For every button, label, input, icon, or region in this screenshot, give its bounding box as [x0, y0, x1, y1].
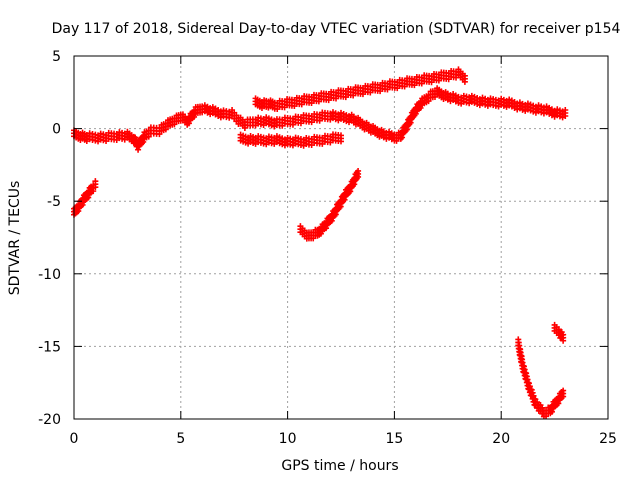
y-tick-label: -5	[47, 194, 61, 210]
data-point	[425, 98, 432, 105]
data-point	[562, 113, 569, 119]
data-point	[79, 201, 86, 208]
x-tick-label: 25	[599, 431, 617, 447]
series-arc-early	[71, 178, 99, 218]
x-tick-label: 15	[385, 431, 403, 447]
data-point	[317, 230, 324, 237]
data-point	[341, 196, 348, 203]
data-point	[75, 208, 82, 215]
x-tick-label: 0	[70, 431, 79, 447]
data-point	[323, 225, 330, 232]
data-point	[548, 408, 555, 415]
y-axis-label: SDTVAR / TECUs	[7, 181, 23, 296]
chart-title: Day 117 of 2018, Sidereal Day-to-day VTE…	[52, 21, 621, 37]
data-point	[560, 337, 567, 344]
data-point	[156, 131, 163, 138]
data-point	[412, 110, 419, 117]
y-tick-label: 5	[52, 49, 61, 65]
ticks	[73, 55, 609, 420]
data-point	[140, 138, 147, 145]
data-point	[90, 188, 97, 195]
series-upper-blip	[252, 66, 468, 113]
data-point	[399, 134, 406, 141]
plot-frame	[73, 55, 609, 420]
series-arc-midday	[297, 167, 362, 242]
data-point	[135, 146, 142, 153]
data-point	[407, 119, 414, 126]
series-arc-late	[515, 336, 567, 420]
data-point	[351, 181, 358, 188]
data-point	[560, 393, 567, 400]
data-point	[85, 194, 92, 201]
data-point	[403, 126, 410, 133]
series-lower-band	[237, 131, 344, 149]
series-short-late-segment	[551, 321, 567, 344]
y-tick-label: -10	[38, 267, 61, 283]
data-point	[92, 184, 99, 191]
y-tick-label: -15	[38, 339, 61, 355]
data-point	[417, 104, 424, 111]
data-point	[555, 400, 562, 407]
data-point	[185, 120, 192, 127]
data-point	[347, 188, 354, 195]
data-point	[461, 78, 468, 85]
data-point	[355, 173, 362, 180]
data-point	[337, 203, 344, 210]
tick-labels: 0 5 10 15 20 25 -20 -15 -10 -5 0 5	[38, 49, 617, 447]
x-tick-label: 20	[492, 431, 510, 447]
x-tick-label: 10	[279, 431, 297, 447]
data-point	[332, 211, 339, 218]
y-tick-label: 0	[52, 122, 61, 138]
x-tick-label: 5	[176, 431, 185, 447]
data-point	[191, 113, 198, 120]
data-points	[71, 66, 569, 420]
y-tick-label: -20	[38, 412, 61, 428]
data-point	[328, 217, 335, 224]
data-point	[145, 133, 152, 140]
data-point	[162, 126, 169, 133]
x-axis-label: GPS time / hours	[281, 458, 398, 474]
data-point	[338, 138, 344, 145]
series-main-band	[71, 85, 569, 153]
